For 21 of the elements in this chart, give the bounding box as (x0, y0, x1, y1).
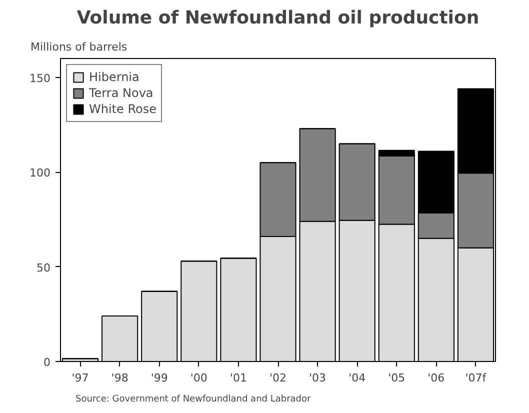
x-tick-label: '01 (230, 372, 247, 384)
y-tick-label: 0 (44, 356, 50, 369)
y-axis-title: Millions of barrels (30, 40, 128, 54)
chart-title: Volume of Newfoundland oil production (76, 8, 480, 28)
x-tick-label: '00 (190, 372, 208, 384)
x-tick-label: '07f (465, 372, 488, 384)
x-tick-label: '06 (428, 372, 445, 384)
y-tick-label: 50 (36, 261, 51, 274)
x-tick-label: '97 (72, 372, 89, 384)
x-tick-label: '99 (150, 372, 168, 384)
y-tick-label: 150 (30, 72, 51, 85)
x-tick-label: '04 (348, 372, 366, 384)
y-tick-label: 100 (30, 166, 51, 180)
legend-label: White Rose (89, 102, 156, 116)
x-tick-label: '02 (269, 372, 287, 384)
x-tick-label: '98 (111, 372, 128, 384)
legend-label: Terra Nova (89, 86, 154, 100)
source-note: Source: Government of Newfoundland and Labrador (76, 394, 312, 404)
x-tick-label: '05 (388, 372, 406, 384)
x-tick-label: '03 (309, 372, 326, 384)
legend-label: Hibernia (89, 70, 140, 84)
